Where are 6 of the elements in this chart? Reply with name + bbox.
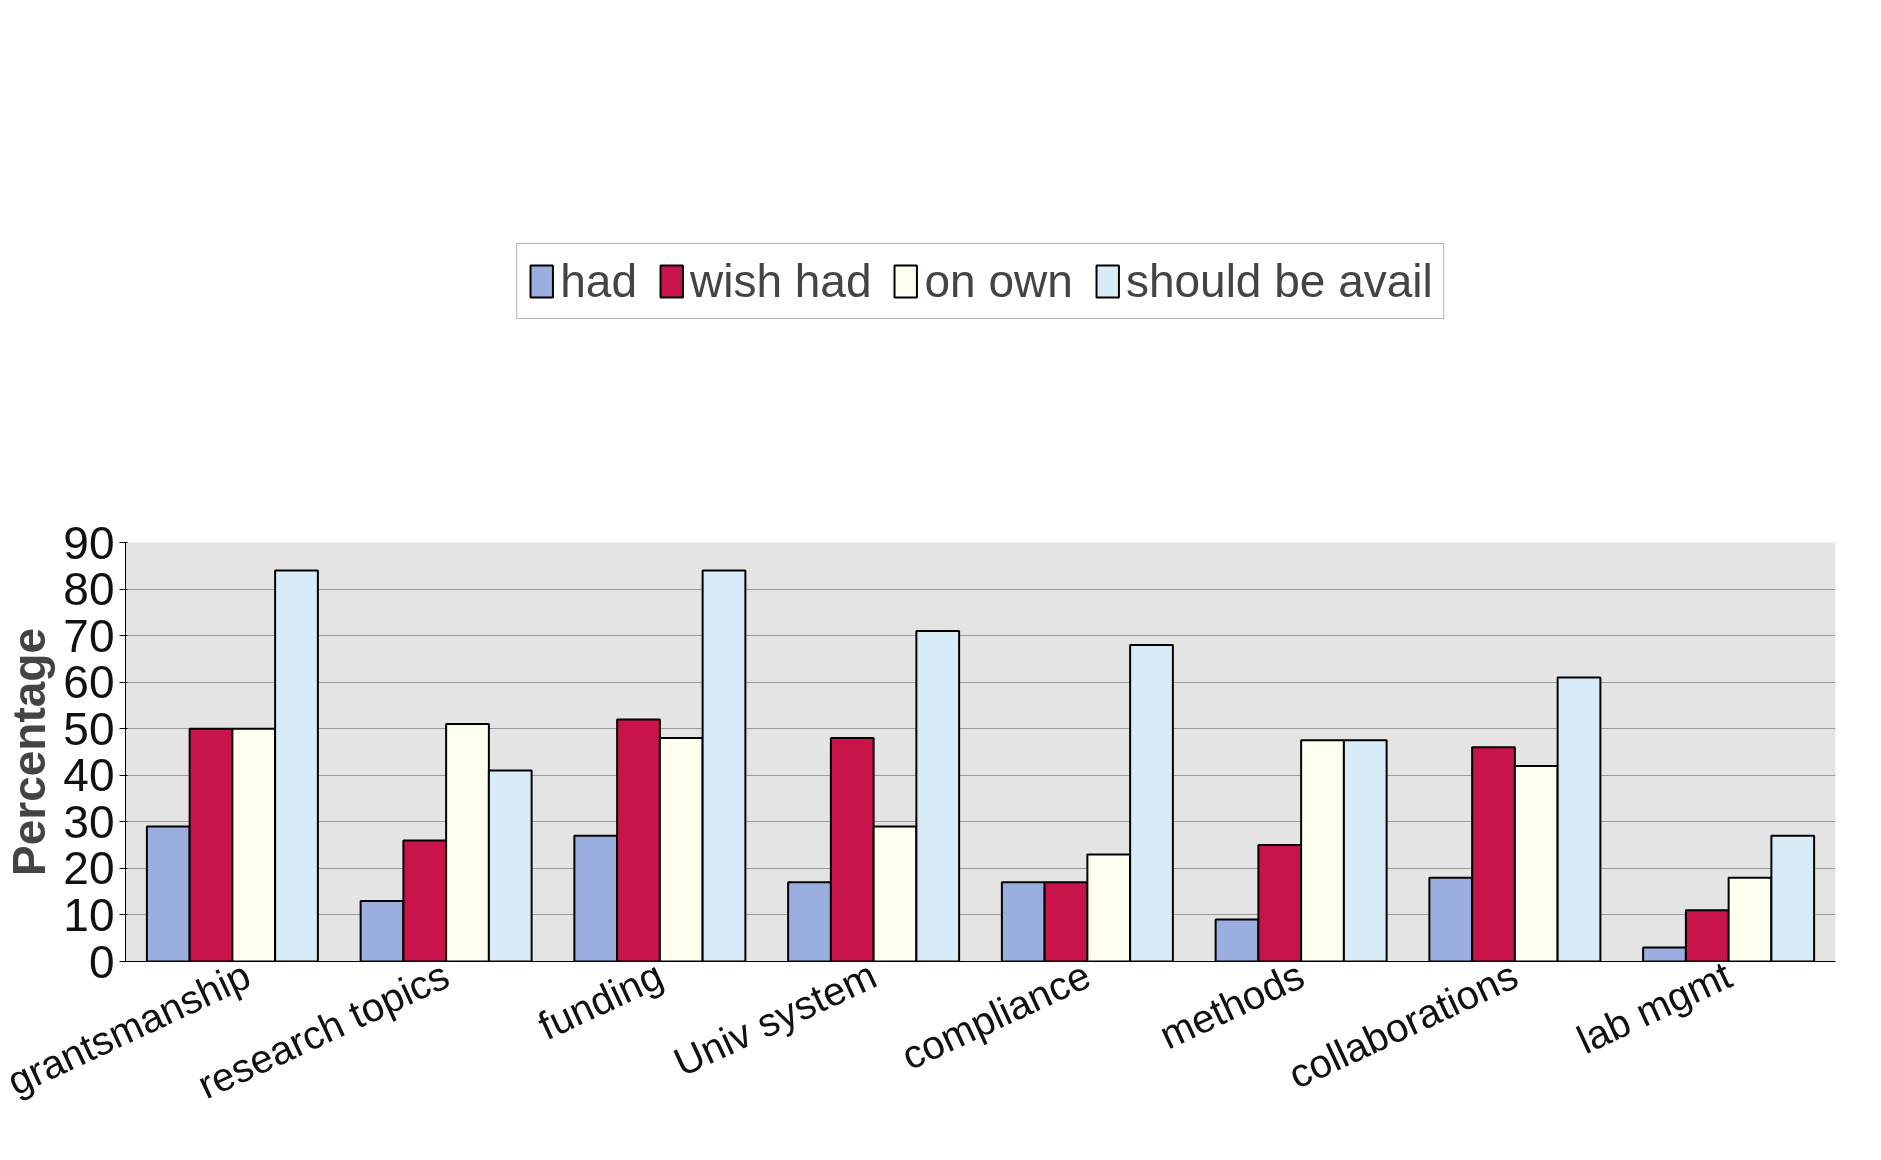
legend-label: had [560, 254, 637, 308]
legend-label: wish had [689, 254, 872, 308]
x-tick-label: lab mgmt [1570, 952, 1738, 1062]
y-axis-title: Percentage [3, 627, 56, 877]
legend-label: on own [924, 254, 1073, 308]
legend-label: should be avail [1125, 254, 1433, 308]
